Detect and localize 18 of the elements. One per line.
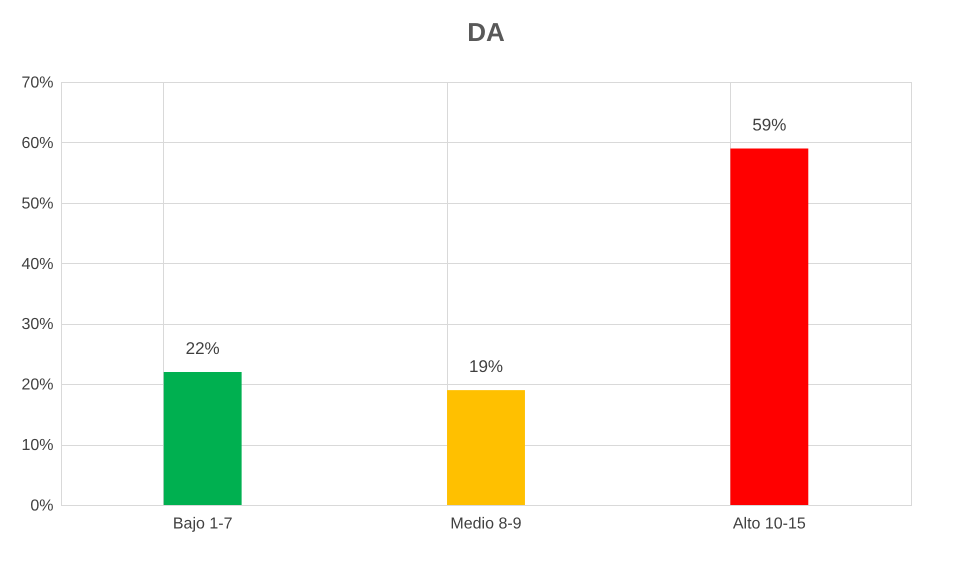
x-tick-label: Bajo 1-7 bbox=[172, 516, 233, 532]
data-label: 59% bbox=[752, 115, 786, 134]
data-label: 19% bbox=[468, 357, 504, 376]
y-tick-label: 40% bbox=[21, 256, 54, 273]
y-tick-label: 30% bbox=[21, 316, 54, 334]
bar bbox=[164, 372, 242, 505]
y-tick-label: 60% bbox=[21, 134, 54, 152]
x-tick-label: Medio 8-9 bbox=[450, 516, 522, 532]
data-label: 22% bbox=[186, 339, 220, 358]
bar bbox=[447, 390, 525, 505]
bar bbox=[730, 148, 808, 505]
x-tick-label: Alto 10-15 bbox=[732, 516, 806, 532]
y-tick-label: 0% bbox=[30, 498, 54, 514]
y-tick-label: 10% bbox=[21, 437, 54, 454]
y-tick-label: 70% bbox=[21, 74, 54, 92]
chart-title: DA bbox=[467, 17, 505, 47]
y-tick-label: 50% bbox=[21, 195, 54, 212]
y-tick-label: 20% bbox=[21, 376, 54, 394]
